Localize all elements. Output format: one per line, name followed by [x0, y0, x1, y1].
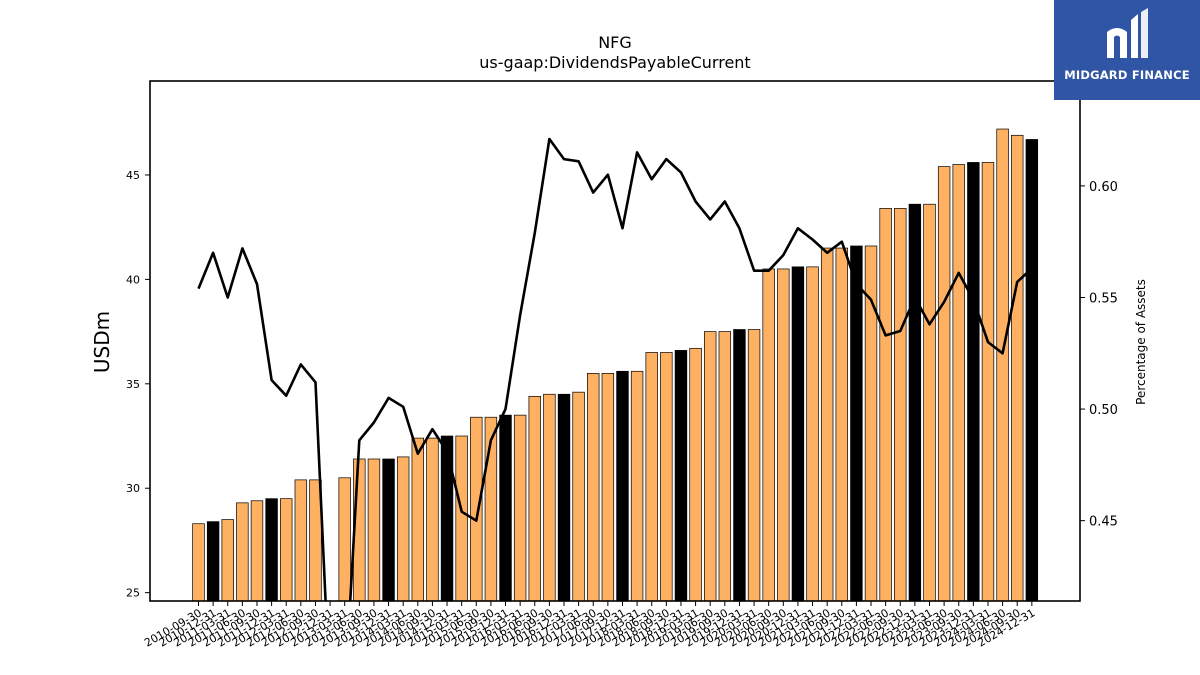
- bar: [499, 414, 512, 602]
- bar: [908, 203, 922, 602]
- y2-tick-label: 0.60: [1089, 180, 1118, 195]
- bar: [250, 500, 264, 602]
- bar: [265, 498, 278, 602]
- line-group: [197, 137, 1033, 601]
- bar: [338, 477, 351, 602]
- bar: [513, 414, 527, 602]
- bar: [382, 458, 395, 602]
- bar: [411, 437, 425, 602]
- y2-tick-label: 0.50: [1089, 403, 1118, 418]
- y-tick-label: 40: [126, 273, 140, 286]
- line-series: [197, 137, 1033, 601]
- y2-tick-label: 0.55: [1089, 291, 1118, 306]
- bar: [206, 521, 220, 602]
- y2-axis-label: Percentage of Assets: [1134, 279, 1148, 405]
- y-axis-label: USDm: [90, 311, 114, 373]
- bar: [952, 164, 965, 602]
- bar: [470, 416, 483, 602]
- bar: [674, 350, 688, 602]
- bar: [703, 331, 717, 602]
- bar: [426, 437, 439, 602]
- bar: [587, 373, 600, 602]
- y-tick-label: 30: [126, 482, 140, 495]
- y-tick-label: 25: [126, 587, 140, 600]
- chart-title: NFG: [598, 33, 632, 52]
- bar: [806, 266, 819, 602]
- bar: [733, 329, 746, 602]
- bar: [689, 347, 702, 602]
- bar: [572, 391, 585, 602]
- y-tick-label: 45: [126, 169, 140, 182]
- bar: [747, 329, 761, 602]
- bar: [835, 247, 848, 602]
- plot-frame: [149, 80, 1081, 602]
- bar: [660, 352, 673, 602]
- bar: [996, 128, 1009, 602]
- bar: [236, 502, 249, 602]
- y2-tick-label: 0.45: [1089, 515, 1118, 530]
- bar: [777, 268, 790, 602]
- bar: [762, 268, 775, 602]
- bar: [718, 331, 732, 602]
- bar: [923, 203, 936, 602]
- bar: [192, 523, 205, 602]
- bar: [221, 519, 234, 602]
- bar: [280, 498, 293, 602]
- bar: [1025, 139, 1039, 602]
- bars-group: [192, 128, 1039, 602]
- bar: [294, 479, 308, 602]
- bar: [937, 166, 951, 602]
- bar: [528, 395, 541, 602]
- bar: [396, 456, 410, 602]
- bar: [645, 352, 658, 602]
- bar: [1011, 134, 1024, 602]
- y-tick-label: 35: [126, 378, 140, 391]
- bar: [981, 162, 995, 602]
- bar: [455, 435, 468, 602]
- bar: [894, 208, 907, 602]
- bar: [967, 162, 980, 602]
- bar: [879, 208, 892, 602]
- bar: [557, 393, 571, 602]
- brand-logo: MIDGARD FINANCE: [1054, 0, 1200, 100]
- brand-mark-icon: [1107, 8, 1148, 58]
- chart-subtitle: us-gaap:DividendsPayableCurrent: [479, 53, 750, 72]
- bar: [601, 373, 615, 602]
- bar: [367, 458, 381, 602]
- bar: [630, 370, 644, 602]
- brand-name: MIDGARD FINANCE: [1064, 68, 1190, 82]
- bar: [543, 393, 556, 602]
- bar: [820, 247, 834, 602]
- bar: [440, 435, 454, 602]
- bar: [791, 266, 805, 602]
- axes-group: 25303540450.450.500.550.602010-09-302010…: [126, 80, 1118, 650]
- bar: [616, 370, 629, 602]
- bar: [850, 245, 863, 602]
